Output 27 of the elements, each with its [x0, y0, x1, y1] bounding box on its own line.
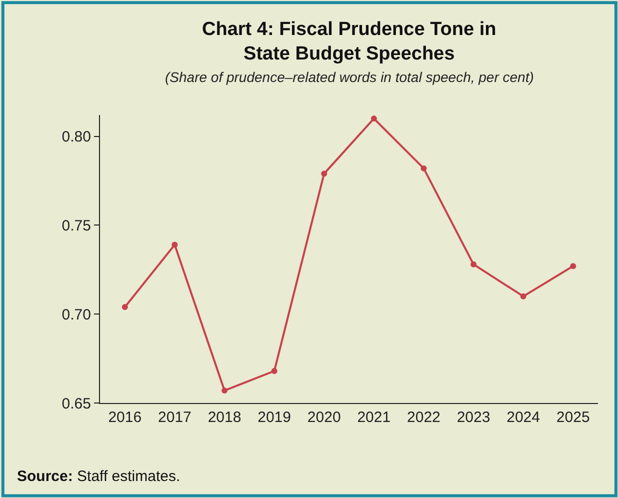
x-tick-label: 2021 [357, 409, 391, 426]
point [470, 261, 476, 268]
x-tick-label: 2023 [456, 409, 490, 426]
x-tick-label: 2020 [307, 409, 341, 426]
x-tick-label: 2022 [407, 409, 440, 426]
point [271, 368, 278, 374]
chart-title: Chart 4: Fiscal Prudence Tone in State Budget Speeches [202, 19, 496, 65]
point [420, 165, 427, 172]
point [520, 293, 526, 300]
point [570, 263, 576, 270]
x-tick-label: 2017 [158, 409, 192, 426]
y-tick-label: 0.65 [62, 395, 91, 412]
chart-subtitle: (Share of prudence–related words in total speech, per cent) [165, 69, 534, 85]
source-note: Source: Staff estimates. [17, 468, 180, 485]
x-tick-label: 2025 [556, 409, 590, 426]
point [222, 388, 228, 394]
point [122, 304, 128, 310]
y-tick-label: 0.80 [62, 128, 91, 146]
x-tick-label: 2016 [108, 409, 142, 426]
point [370, 116, 377, 122]
point [321, 170, 328, 177]
x-tick-label: 2018 [208, 409, 242, 426]
y-tick-label: 0.70 [62, 306, 91, 324]
x-tick-label: 2019 [258, 409, 291, 426]
x-tick-label: 2024 [506, 409, 540, 426]
y-tick-label: 0.75 [62, 217, 91, 234]
point [172, 242, 178, 248]
